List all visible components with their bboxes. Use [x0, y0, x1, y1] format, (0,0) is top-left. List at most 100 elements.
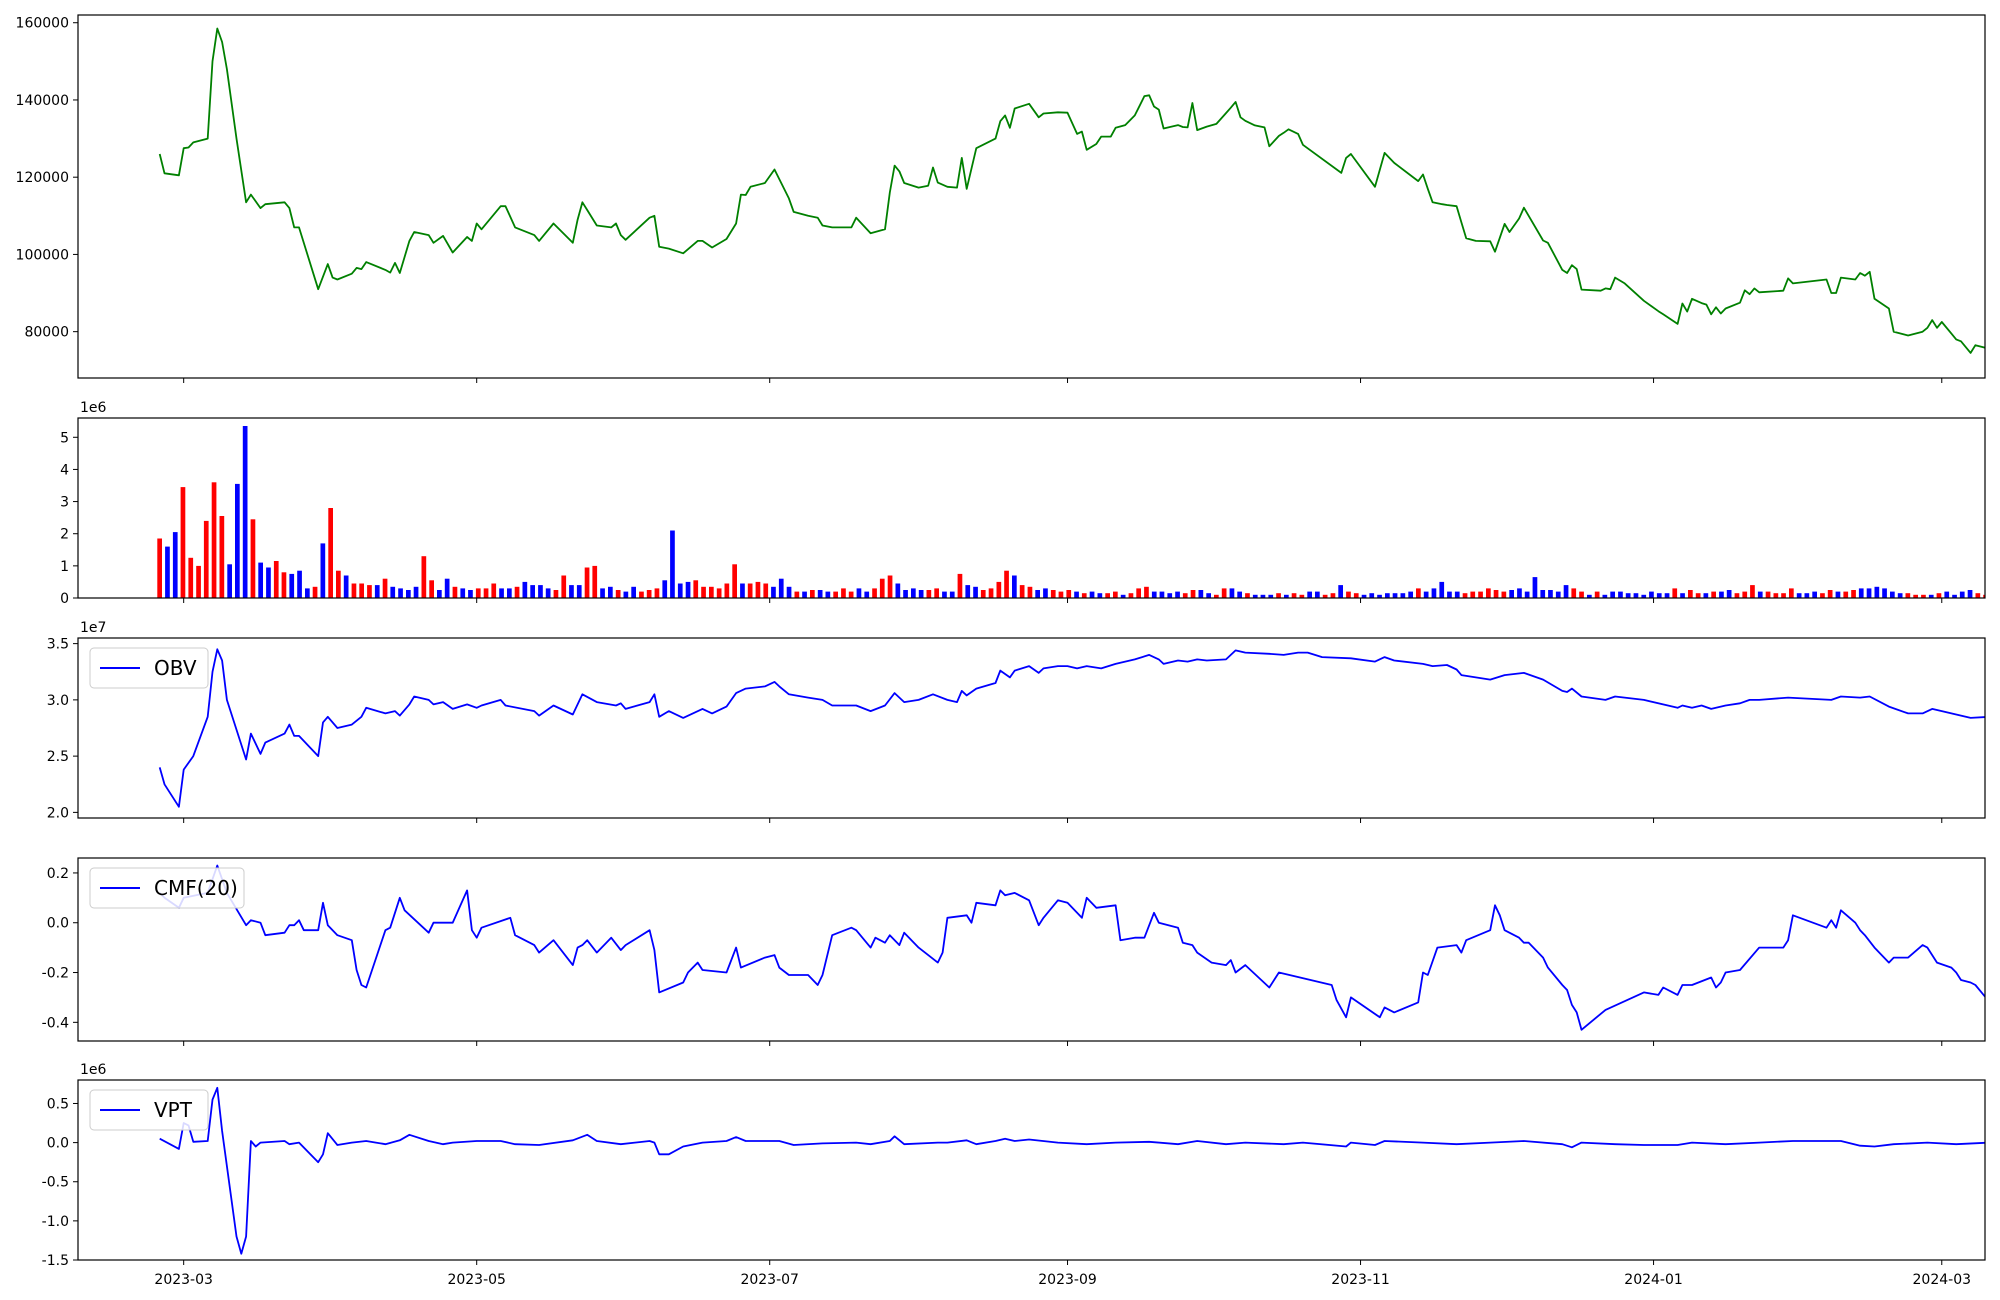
panel-marks: [158, 27, 1985, 354]
volume-bar: [1462, 593, 1468, 598]
volume-bar: [273, 561, 279, 598]
volume-bar: [1027, 586, 1033, 598]
volume-bar: [1423, 591, 1429, 598]
volume-bar: [1835, 591, 1841, 598]
volume-bar: [654, 588, 660, 598]
legend-label: CMF(20): [154, 876, 238, 900]
volume-bar: [895, 583, 901, 598]
volume-bar: [1486, 588, 1491, 598]
volume-bar: [1765, 591, 1771, 598]
legend: VPT: [89, 1089, 209, 1131]
volume-bar: [763, 583, 769, 598]
volume-bar: [1105, 593, 1110, 598]
legend-box: [89, 647, 209, 689]
y-tick-label: 2.0: [47, 805, 69, 821]
volume-bar: [911, 588, 916, 598]
volume-bar: [631, 586, 636, 598]
volume-bar: [211, 482, 217, 598]
volume-bar: [1252, 594, 1258, 598]
volume-bar: [716, 588, 722, 598]
y-tick-label: 100000: [16, 247, 69, 263]
volume-bar: [1625, 593, 1631, 598]
panel-marks: [159, 864, 1985, 1031]
volume-bar: [227, 564, 232, 598]
volume-bar: [1820, 593, 1825, 598]
volume-bar: [592, 565, 598, 598]
volume-bar: [1167, 593, 1173, 598]
volume-bar: [1517, 588, 1522, 598]
volume-bar: [864, 591, 870, 598]
volume-bar: [608, 586, 613, 598]
volume-bar: [320, 543, 326, 598]
volume-bar: [1555, 591, 1561, 598]
volume-bar: [1983, 594, 1985, 598]
volume-bar: [1214, 594, 1219, 598]
volume-bar: [724, 583, 730, 598]
series-line: [159, 864, 1985, 1031]
axis-offset-label: 1e6: [80, 400, 107, 416]
series-line: [158, 648, 1985, 808]
volume-bar: [1890, 591, 1895, 598]
volume-bar: [266, 567, 271, 598]
volume-bar: [188, 557, 194, 598]
axis-offset-label: 1e7: [80, 620, 106, 636]
volume-bar: [1796, 593, 1802, 598]
volume-bar: [1594, 591, 1600, 598]
axes-frame: [77, 14, 1986, 379]
volume-bar: [1120, 594, 1126, 598]
volume-bar: [1268, 594, 1274, 598]
volume-bar: [1672, 588, 1678, 598]
volume-bar: [1742, 591, 1748, 598]
volume-bar: [1944, 591, 1950, 598]
volume-bar: [1291, 593, 1297, 598]
volume-bar: [755, 581, 761, 598]
y-tick-label: -0.5: [42, 1175, 69, 1191]
volume-bar: [1144, 586, 1149, 598]
volume-bar: [1757, 591, 1763, 598]
legend-box: [89, 867, 245, 909]
x-tick-label: 2023-03: [154, 1272, 213, 1288]
x-tick-label: 2024-03: [1913, 1272, 1972, 1288]
y-tick-label: 3.5: [47, 637, 69, 653]
volume-bar: [996, 581, 1002, 598]
volume-bar: [576, 585, 582, 598]
volume-bar: [1858, 588, 1864, 598]
y-tick-label: 120000: [16, 170, 69, 186]
volume-bar: [1470, 591, 1476, 598]
volume-bar: [1812, 591, 1817, 598]
volume-bar: [1905, 593, 1911, 598]
volume-bar: [242, 426, 248, 598]
volume-bar: [1967, 590, 1973, 598]
volume-bar: [701, 586, 706, 598]
y-tick-label: 2.5: [47, 749, 69, 765]
volume-bar: [584, 567, 590, 598]
panel-marks: [158, 648, 1985, 808]
volume-bar: [468, 590, 473, 598]
volume-bar: [305, 588, 310, 598]
volume-bar: [429, 580, 434, 598]
volume-bar: [398, 588, 403, 598]
volume-bar: [1353, 593, 1359, 598]
volume-bar: [903, 590, 908, 598]
volume-bar: [460, 588, 466, 598]
volume-bar: [934, 588, 939, 598]
volume-bar: [600, 588, 605, 598]
volume-bar: [514, 586, 520, 598]
volume-bar: [1540, 590, 1546, 598]
volume-bar: [180, 487, 186, 598]
volume-bar: [561, 575, 567, 598]
volume-bar: [747, 583, 753, 598]
volume-bar: [1408, 591, 1413, 598]
volume-bar: [1159, 591, 1165, 598]
volume-bar: [1897, 593, 1903, 598]
volume-bar: [1330, 593, 1336, 598]
volume-bar: [1136, 588, 1141, 598]
volume-bar: [1439, 581, 1445, 598]
volume-bar: [359, 583, 364, 598]
volume-bar: [740, 583, 745, 598]
volume-bar: [973, 586, 978, 598]
volume-bar: [833, 591, 838, 598]
volume-bar: [623, 591, 629, 598]
volume-bar: [1392, 593, 1398, 598]
